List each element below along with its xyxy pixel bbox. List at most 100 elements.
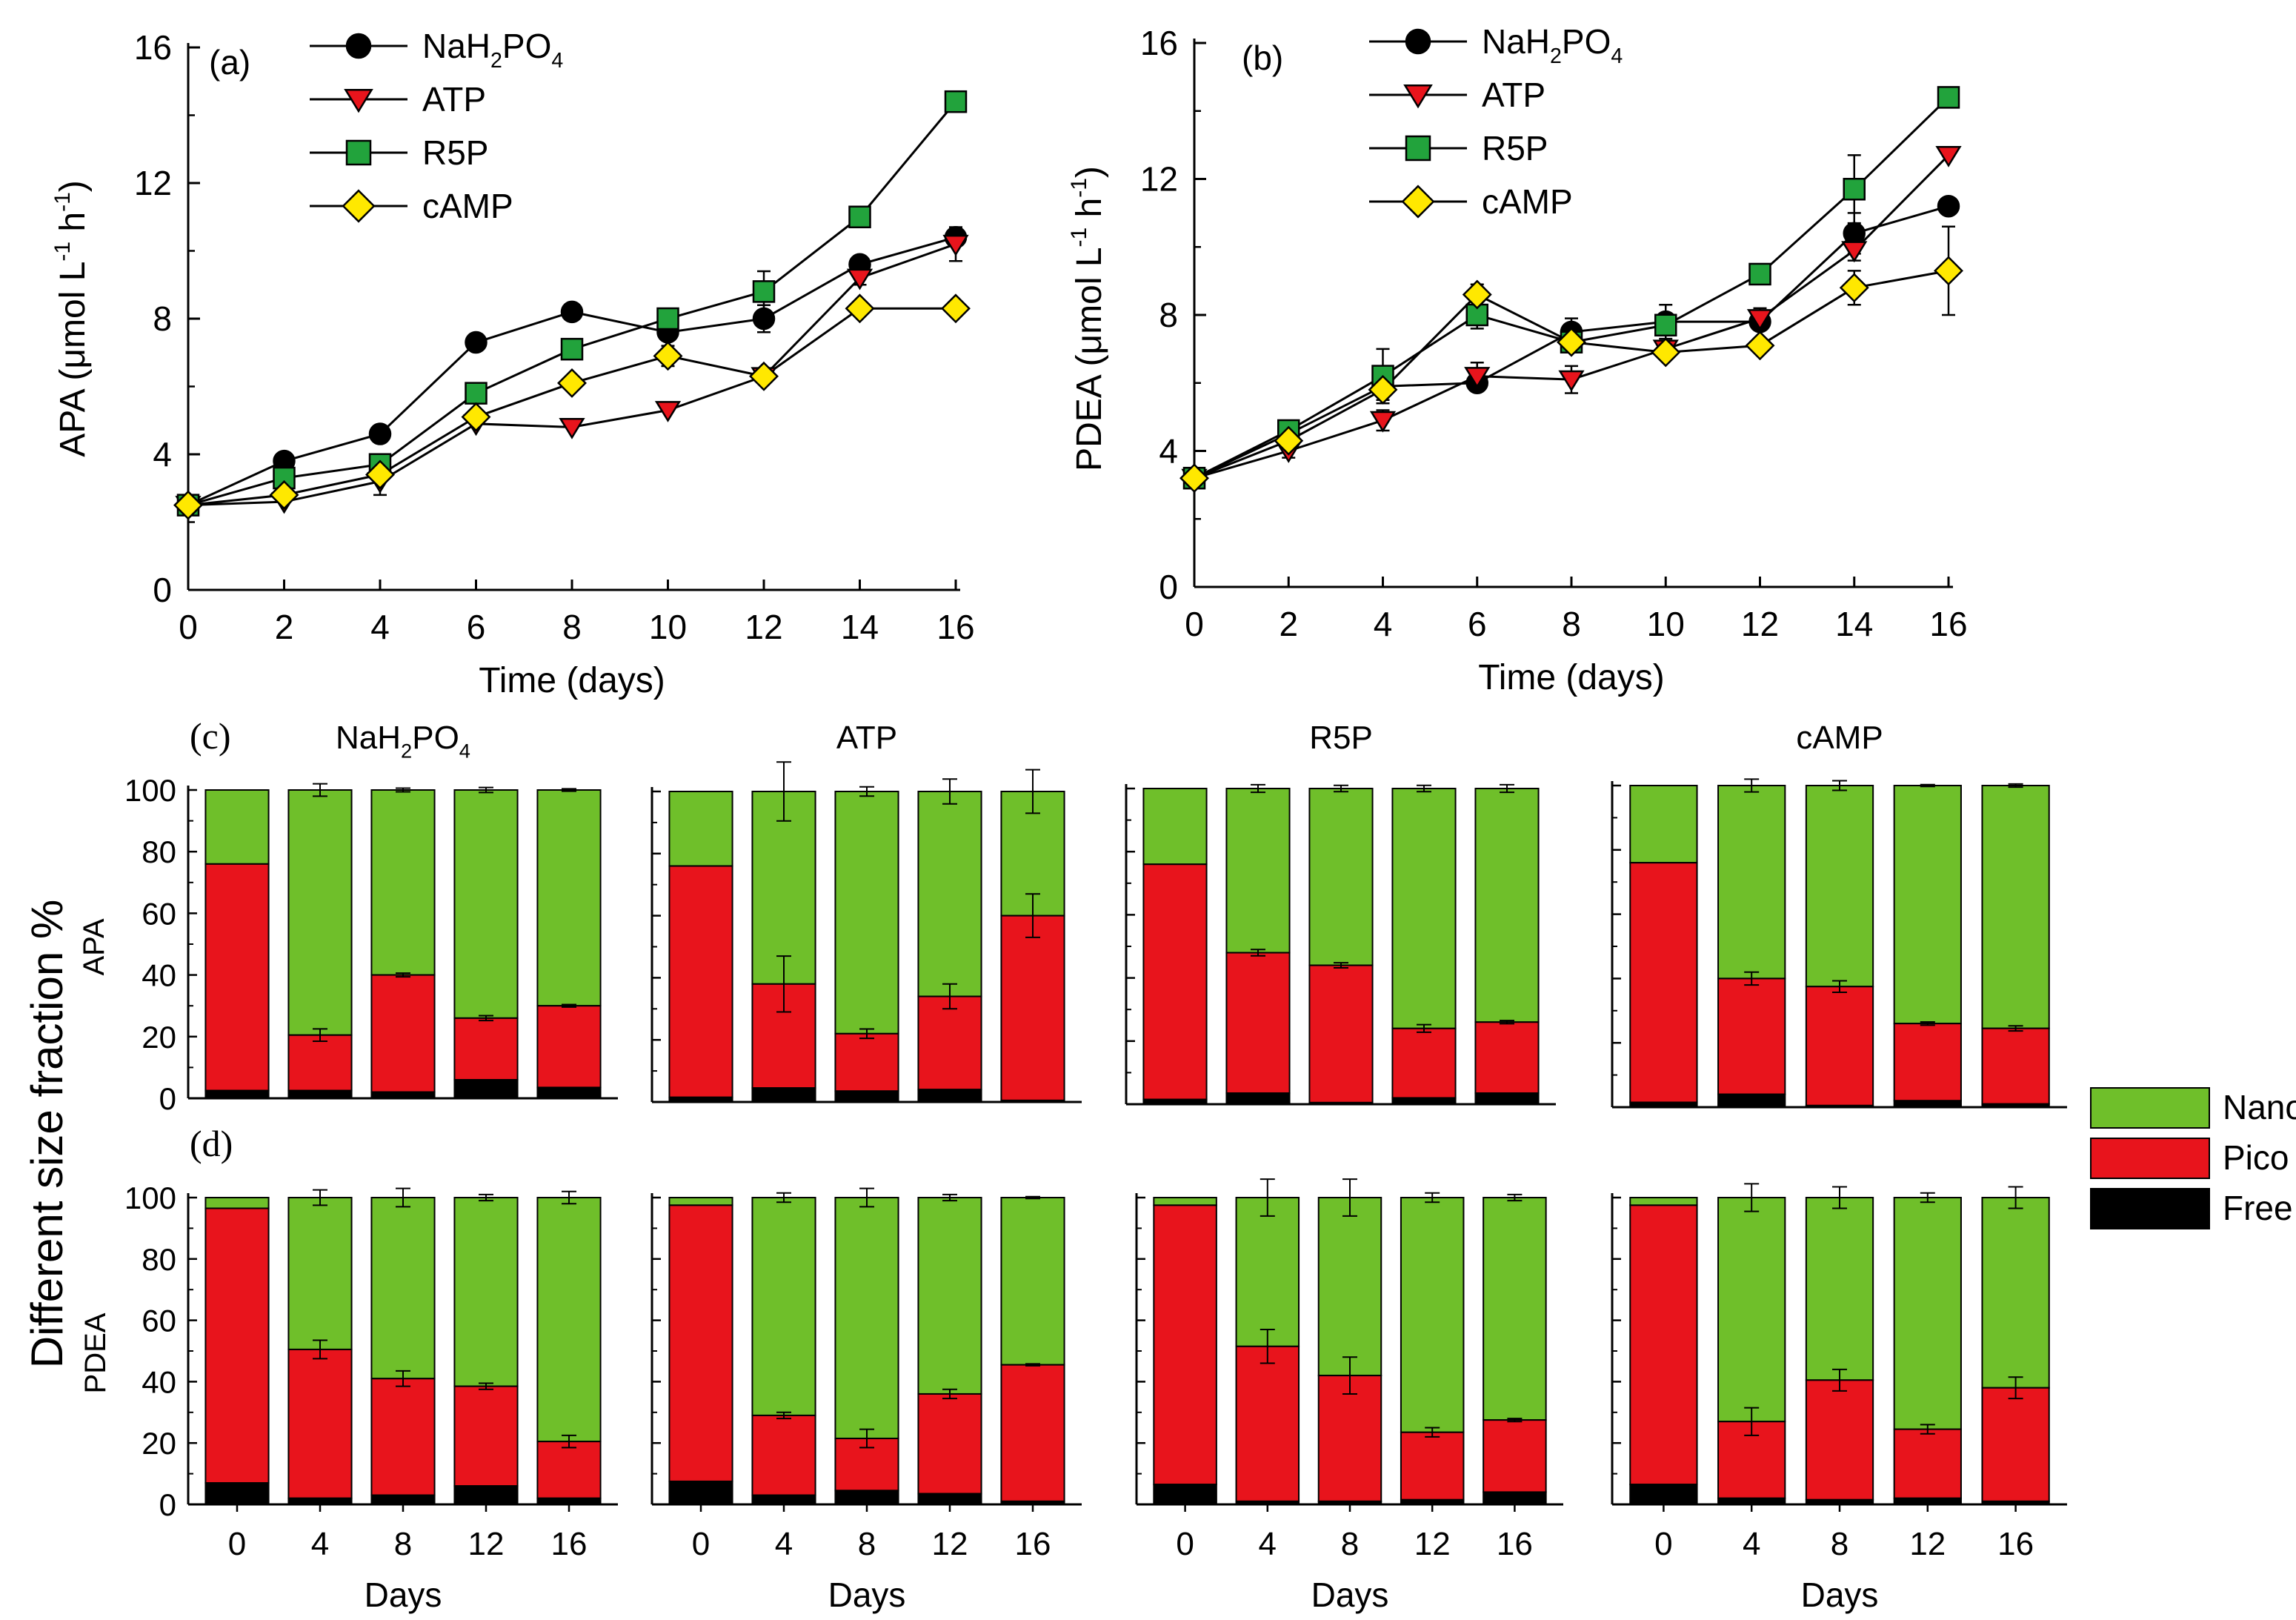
name-part: cAMP bbox=[422, 187, 513, 225]
bar-free bbox=[1981, 1500, 2050, 1505]
bar-pico bbox=[834, 1032, 899, 1092]
x-tick-label: 4 bbox=[1259, 1526, 1277, 1562]
y-tick-label: 80 bbox=[142, 834, 176, 869]
x-tick-label: 12 bbox=[1414, 1526, 1451, 1562]
data-point bbox=[461, 402, 491, 432]
bar-pico bbox=[287, 1348, 353, 1499]
y-tick-label: 16 bbox=[1140, 24, 1178, 62]
data-point bbox=[1558, 370, 1585, 392]
data-point bbox=[560, 337, 584, 361]
bar-nano bbox=[1717, 785, 1786, 980]
name-part: NaH bbox=[1482, 22, 1550, 61]
y-label-unit: μmol L bbox=[1070, 247, 1109, 354]
data-point bbox=[653, 341, 683, 371]
bar-free bbox=[1000, 1099, 1065, 1103]
y-tick-label: 4 bbox=[153, 435, 172, 474]
bar-nano bbox=[453, 789, 519, 1019]
bar-nano bbox=[834, 791, 899, 1035]
x-tick-label: 16 bbox=[551, 1526, 588, 1562]
bar-pico bbox=[287, 1034, 353, 1092]
name-part: cAMP bbox=[1796, 720, 1883, 756]
x-tick-label: 0 bbox=[179, 608, 198, 646]
bar-free bbox=[1893, 1100, 1962, 1108]
name-part: PO bbox=[502, 27, 551, 65]
x-tick-label: 14 bbox=[1835, 605, 1873, 643]
bar-pico bbox=[536, 1441, 602, 1499]
bar-nano bbox=[1629, 1197, 1698, 1206]
x-axis-label: Days bbox=[1801, 1576, 1879, 1614]
bar-nano bbox=[1225, 788, 1291, 954]
subscript: 2 bbox=[490, 49, 502, 73]
bar-pico bbox=[1893, 1023, 1962, 1102]
bar-free bbox=[204, 1089, 270, 1099]
legend-label: cAMP bbox=[1482, 182, 1573, 221]
legend-swatch bbox=[2090, 1188, 2210, 1229]
legend-label: Pico bbox=[2223, 1138, 2289, 1177]
x-tick-label: 6 bbox=[467, 608, 486, 646]
x-tick-label: 12 bbox=[1909, 1526, 1946, 1562]
data-point bbox=[749, 361, 779, 391]
bar-nano bbox=[1400, 1197, 1465, 1433]
bar-pico bbox=[204, 1207, 270, 1484]
data-point bbox=[559, 417, 585, 439]
bar-nano bbox=[453, 1197, 519, 1387]
legend-marker bbox=[342, 189, 376, 223]
line-panel-a: 0 4 8 12 16 0 2 4 6 8 10 12 14 16 Time (days) APA (μmol… bbox=[50, 27, 975, 700]
data-point bbox=[557, 368, 587, 398]
x-tick-label: 16 bbox=[1997, 1526, 2034, 1562]
legend-label: Nano bbox=[2223, 1088, 2296, 1126]
group-title: R5P bbox=[1309, 720, 1373, 756]
y-tick-label: 8 bbox=[1159, 296, 1178, 334]
x-tick-label: 10 bbox=[1647, 605, 1685, 643]
name-part: R5P bbox=[422, 133, 488, 172]
bar-pico bbox=[1805, 986, 1874, 1106]
bar-panel: 0 20 40 60 80 100 NaH2PO4 bbox=[124, 720, 618, 1116]
subscript: 2 bbox=[401, 739, 412, 762]
bar-nano bbox=[1153, 1197, 1217, 1206]
x-tick-label: 12 bbox=[745, 608, 782, 646]
bar-free bbox=[1893, 1497, 1962, 1505]
bar-free bbox=[1474, 1092, 1540, 1105]
bar-pico bbox=[453, 1017, 519, 1081]
data-point bbox=[1843, 178, 1866, 201]
bar-nano bbox=[287, 789, 353, 1036]
data-point bbox=[1935, 145, 1962, 167]
bar-nano bbox=[204, 789, 270, 865]
data-point bbox=[1557, 327, 1586, 357]
bar-free bbox=[751, 1494, 816, 1505]
shared-y-axis-title: Different size fraction % bbox=[22, 900, 72, 1369]
y-label-unit: h bbox=[1070, 198, 1109, 228]
bar-free bbox=[1142, 1098, 1208, 1105]
bar-free bbox=[536, 1086, 602, 1099]
bar-pico bbox=[1142, 863, 1208, 1101]
panel-label: (c) bbox=[190, 715, 231, 757]
bar-pico bbox=[1391, 1027, 1457, 1099]
bar-pico bbox=[1981, 1027, 2050, 1105]
bar-free bbox=[1483, 1491, 1547, 1505]
data-point bbox=[846, 268, 874, 291]
bar-nano bbox=[1308, 788, 1374, 966]
legend: NaH2PO4 ATP R5P cAMP bbox=[1369, 22, 1623, 221]
y-tick-label: 100 bbox=[124, 1181, 176, 1215]
x-tick-label: 16 bbox=[1929, 605, 1967, 643]
x-tick-label: 4 bbox=[1743, 1526, 1760, 1562]
subscript: 2 bbox=[1550, 44, 1562, 68]
x-tick-label: 0 bbox=[1654, 1526, 1672, 1562]
x-tick-label: 8 bbox=[1341, 1526, 1359, 1562]
bar-nano bbox=[1317, 1197, 1382, 1377]
bar-pico bbox=[1225, 952, 1291, 1095]
x-tick-label: 10 bbox=[649, 608, 687, 646]
data-point bbox=[365, 459, 395, 490]
subscript: 4 bbox=[551, 49, 563, 73]
legend-marker bbox=[344, 88, 373, 113]
name-part: cAMP bbox=[1482, 182, 1573, 221]
x-tick-label: 2 bbox=[1279, 605, 1298, 643]
bar-pico bbox=[1717, 977, 1786, 1095]
data-point bbox=[942, 234, 969, 256]
bar-nano bbox=[1000, 1197, 1065, 1366]
x-tick-label: 4 bbox=[370, 608, 390, 646]
bar-nano bbox=[1805, 1197, 1874, 1381]
data-point bbox=[654, 401, 682, 422]
legend-swatch bbox=[2090, 1087, 2210, 1129]
